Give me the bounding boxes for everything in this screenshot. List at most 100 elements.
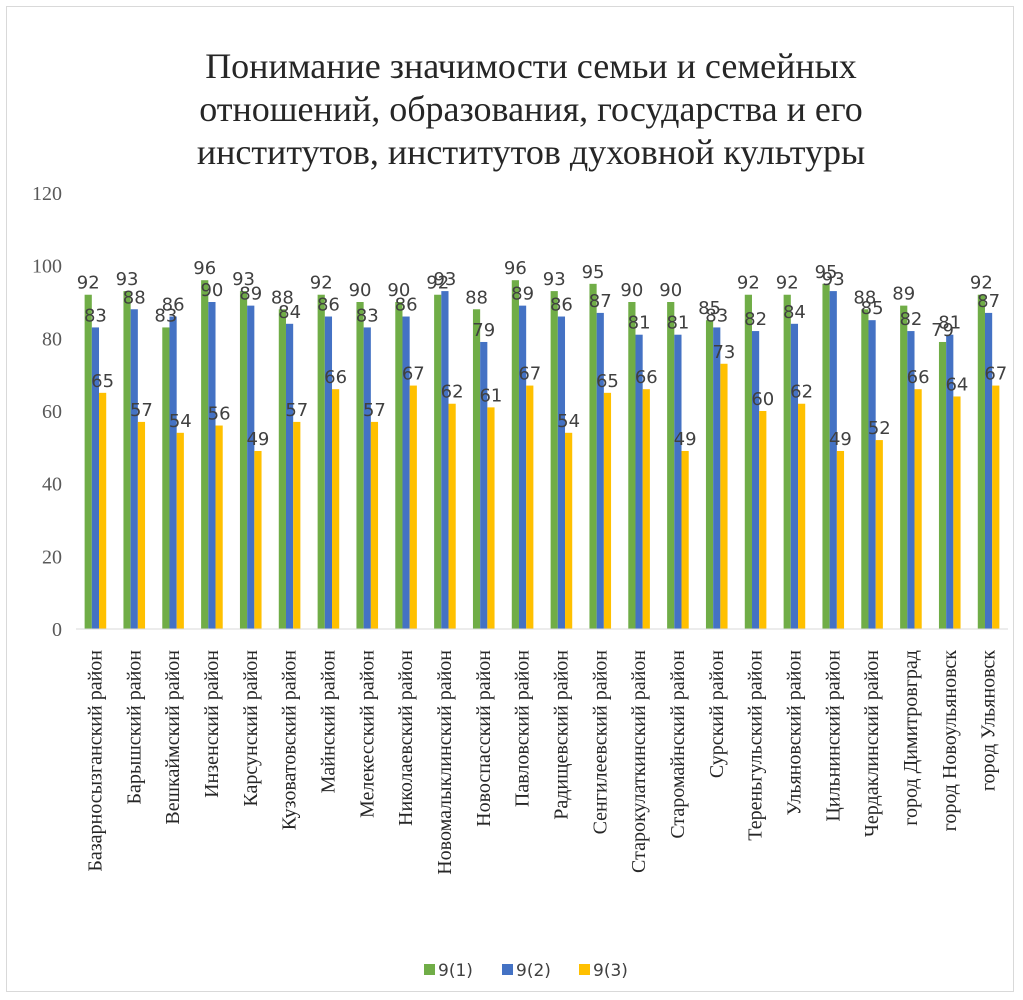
data-label-series-1: 85 <box>698 298 721 319</box>
data-label-series-1: 89 <box>892 284 915 305</box>
bar-series-3 <box>836 450 845 629</box>
data-label-series-3: 66 <box>324 367 347 388</box>
chart-title-line-2: отношений, образования, государства и ег… <box>199 89 863 129</box>
x-tick-label: Карсунский район <box>240 650 262 807</box>
data-label-series-2: 89 <box>511 284 534 305</box>
y-tick-label: 0 <box>52 619 62 641</box>
y-tick-label: 100 <box>32 256 62 278</box>
bar-series-3 <box>293 421 301 629</box>
y-axis: 0 20 40 60 80 100 120 <box>32 183 62 641</box>
data-label-series-2: 93 <box>433 269 456 290</box>
data-label-series-3: 56 <box>208 404 231 425</box>
data-label-series-1: 95 <box>815 262 838 283</box>
legend-swatch-series-1 <box>424 964 435 975</box>
bar-series-2 <box>130 309 138 629</box>
bar-series-1 <box>162 327 170 629</box>
x-tick-label: Тереньгульский район <box>745 650 767 841</box>
x-tick-label: Кузоватовский район <box>279 650 301 831</box>
data-label-series-2: 81 <box>938 313 961 334</box>
x-tick-label: Новомалыклинский район <box>434 650 456 875</box>
bar-series-2 <box>441 291 449 629</box>
data-label-series-2: 86 <box>395 295 418 316</box>
data-label-series-2: 90 <box>200 280 223 301</box>
data-label-series-2: 84 <box>278 302 301 323</box>
data-label-series-2: 85 <box>861 298 884 319</box>
bar-series-1 <box>861 309 869 629</box>
bar-series-1 <box>705 320 714 629</box>
data-label-series-3: 52 <box>868 418 891 439</box>
bar-series-1 <box>317 294 325 629</box>
data-label-series-2: 86 <box>550 295 573 316</box>
x-tick-label: Инзенский район <box>201 650 223 798</box>
data-label-series-3: 66 <box>635 367 658 388</box>
data-label-series-3: 62 <box>441 382 464 403</box>
bar-series-2 <box>557 316 566 629</box>
bar-series-2 <box>518 305 527 629</box>
x-tick-label: Николаевский район <box>395 650 417 826</box>
data-label-series-2: 89 <box>239 284 262 305</box>
bar-series-1 <box>744 294 752 629</box>
data-label-series-1: 92 <box>77 273 100 294</box>
bar-series-3 <box>487 407 495 629</box>
bar-series-1 <box>589 283 597 629</box>
bar-series-3 <box>642 389 650 629</box>
data-label-series-2: 86 <box>317 295 340 316</box>
bar-series-1 <box>472 309 481 629</box>
data-label-series-2: 84 <box>783 302 806 323</box>
y-tick-label: 60 <box>42 401 62 423</box>
y-tick-label: 20 <box>42 546 62 568</box>
bar-series-1 <box>938 341 947 629</box>
data-label-series-2: 83 <box>84 305 107 326</box>
data-label-series-1: 92 <box>310 273 333 294</box>
x-tick-label: город Новоульяновск <box>939 650 961 832</box>
data-label-series-2: 87 <box>977 291 1000 312</box>
legend-label-series-2: 9(2) <box>516 961 551 981</box>
data-label-series-3: 62 <box>790 382 813 403</box>
x-tick-label: Новоспасский район <box>473 650 495 827</box>
data-label-series-1: 90 <box>387 280 410 301</box>
bar-series-1 <box>550 291 558 629</box>
x-tick-label: Базарносызганский район <box>84 650 106 872</box>
data-label-series-1: 90 <box>349 280 372 301</box>
bar-series-1 <box>356 302 364 629</box>
data-label-series-3: 64 <box>945 374 968 395</box>
data-label-series-1: 88 <box>853 287 876 308</box>
bar-series-1 <box>667 302 675 629</box>
bar-series-3 <box>409 385 417 629</box>
bar-series-3 <box>953 396 961 629</box>
data-label-series-1: 88 <box>271 287 294 308</box>
data-label-series-3: 60 <box>751 389 774 410</box>
data-label-series-1: 90 <box>659 280 682 301</box>
legend-swatch-series-3 <box>579 964 590 975</box>
bar-series-3 <box>759 411 767 629</box>
bar-series-2 <box>91 327 100 629</box>
x-tick-label: Сурский район <box>706 650 728 778</box>
data-label-series-3: 49 <box>246 429 269 450</box>
chart-title-line-3: институтов, институтов духовной культуры <box>197 132 865 172</box>
data-label-series-1: 92 <box>737 273 760 294</box>
bar-series-2 <box>169 316 177 629</box>
data-label-series-1: 92 <box>776 273 799 294</box>
x-tick-label: Старомайнский район <box>667 650 689 839</box>
bar-series-3 <box>720 363 728 629</box>
legend-label-series-3: 9(3) <box>593 961 628 981</box>
data-label-series-3: 67 <box>984 364 1007 385</box>
bar-series-2 <box>868 320 876 629</box>
bar-series-1 <box>977 294 985 629</box>
data-label-series-2: 93 <box>822 269 845 290</box>
bar-series-3 <box>526 385 534 629</box>
bar-series-1 <box>783 294 791 629</box>
bar-series-3 <box>137 421 146 629</box>
x-tick-label: город Димитровград <box>900 650 922 826</box>
data-label-series-3: 67 <box>518 364 541 385</box>
data-label-series-2: 87 <box>589 291 612 312</box>
data-label-series-3: 65 <box>596 371 619 392</box>
data-label-series-2: 81 <box>666 313 689 334</box>
data-label-series-3: 67 <box>402 364 425 385</box>
bar-series-2 <box>751 331 760 629</box>
bar-series-2 <box>596 312 604 629</box>
bar-series-2 <box>674 334 682 629</box>
data-label-series-2: 86 <box>162 295 185 316</box>
bar-series-2 <box>907 331 915 629</box>
